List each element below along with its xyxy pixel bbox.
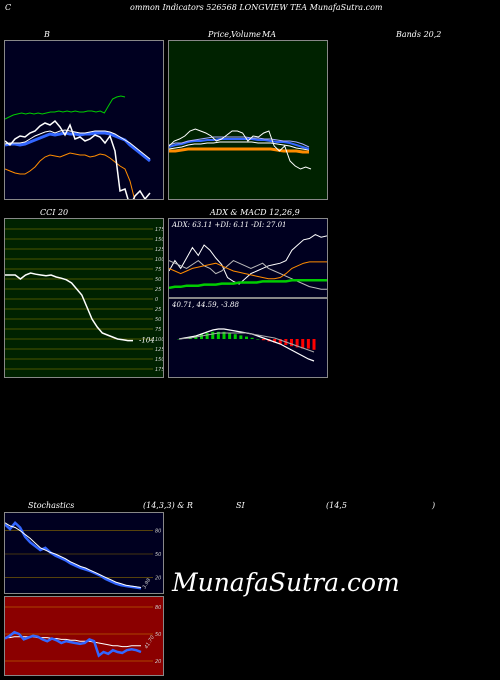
cci-line xyxy=(5,272,133,342)
stoch-k-line xyxy=(5,520,142,590)
macd-histogram-bar xyxy=(256,339,260,340)
label-cci: CCI 20 xyxy=(40,208,69,217)
macd-histogram-bar xyxy=(211,331,215,339)
bollinger-inner-band xyxy=(5,129,151,160)
cci-last-value: -104 xyxy=(139,337,155,345)
macd-histogram-bar xyxy=(250,337,254,339)
macd-histogram-bar xyxy=(245,336,248,339)
rsi-tick-label: 20 xyxy=(155,659,161,665)
macd-histogram-bar xyxy=(261,339,265,341)
macd-histogram-bar xyxy=(290,339,293,347)
rsi-tick-label: 50 xyxy=(155,632,161,638)
adx-smooth-line xyxy=(169,279,327,290)
bollinger-panel xyxy=(4,40,164,200)
label-si: SI xyxy=(236,501,245,510)
label-rsi-params: (14,5 xyxy=(326,501,347,510)
bollinger-svg xyxy=(5,95,151,199)
cci-tick-label: 150 xyxy=(155,357,164,363)
minus-di-line xyxy=(169,259,327,290)
label-volume: Volume xyxy=(231,30,261,39)
cci-tick-label: 25 xyxy=(155,307,161,313)
label-ma: MA xyxy=(262,30,276,39)
rsi-svg: 80 50 20 41.70 xyxy=(5,605,161,665)
stochastics-svg: 80 50 203.98 xyxy=(5,520,161,590)
cci-tick-label: 75 xyxy=(155,327,161,333)
bollinger-price xyxy=(5,119,151,199)
rsi-line xyxy=(5,630,142,658)
adx-panel: ADX: 63.11 +DI: 6.11 -DI: 27.01 xyxy=(168,218,328,298)
page-title: ommon Indicators 526568 LONGVIEW TEA Mun… xyxy=(130,3,383,12)
rsi-tick-label: 80 xyxy=(155,605,161,611)
rsi-panel: 80 50 20 41.70 xyxy=(4,596,164,676)
label-stoch-params: (14,3,3) & R xyxy=(143,501,193,510)
macd-histogram-bar xyxy=(205,333,209,339)
bollinger-lower-band xyxy=(5,152,136,199)
cci-tick-label: 75 xyxy=(155,267,161,273)
label-b: B xyxy=(44,30,50,39)
cci-panel: 175 150 125 100 75 50 25 0 25 50 75 100 125 150 175 -10… xyxy=(4,218,164,378)
stoch-d-line xyxy=(5,522,142,588)
stoch-tick-label: 20 xyxy=(155,575,161,581)
macd-histogram-bar xyxy=(216,331,220,339)
macd-histogram-bar xyxy=(306,339,310,349)
macd-histogram-bar xyxy=(233,334,237,339)
adx-line xyxy=(169,234,327,285)
macd-histogram-bar xyxy=(278,339,282,344)
macd-histogram-bar xyxy=(200,334,203,339)
label-bands: Bands 20,2 xyxy=(396,30,442,39)
cci-svg: 175 150 125 100 75 50 25 0 25 50 75 100 125 150 175 -10… xyxy=(5,227,164,373)
price-ma-panel xyxy=(168,40,328,200)
plus-di-line xyxy=(169,261,327,280)
cci-tick-label: 25 xyxy=(155,287,161,293)
macd-histogram-bar xyxy=(177,339,181,340)
macd-signal-line xyxy=(178,332,315,353)
stoch-last-value: 3.98 xyxy=(142,577,153,590)
ma-blue xyxy=(169,138,310,150)
macd-svg xyxy=(177,328,316,362)
header-c: C xyxy=(5,3,12,12)
macd-histogram-bar xyxy=(222,331,226,339)
rsi-last-value: 41.70 xyxy=(144,635,156,650)
cci-tick-label: 50 xyxy=(155,317,161,323)
price-ma-svg xyxy=(169,128,312,170)
macd-histogram-bar xyxy=(228,333,232,339)
macd-panel: 40.71, 44.59, -3.88 xyxy=(168,298,328,378)
macd-histogram-bar xyxy=(312,339,316,350)
label-stochastics: Stochastics xyxy=(28,501,75,510)
price-line xyxy=(169,128,312,170)
macd-readout: 40.71, 44.59, -3.88 xyxy=(172,301,239,309)
cci-tick-label: 175 xyxy=(155,227,164,233)
stochastics-panel: 80 50 20 3.98 xyxy=(4,512,164,594)
label-adx-macd: ADX & MACD 12,26,9 xyxy=(210,208,300,217)
cci-tick-label: 125 xyxy=(155,247,164,253)
ma-lightblue xyxy=(169,136,310,148)
ma-orange xyxy=(169,147,309,154)
macd-histogram-bar xyxy=(239,335,243,339)
cci-tick-label: 100 xyxy=(155,337,164,343)
ma-white-1 xyxy=(169,141,310,151)
macd-histogram-bar xyxy=(273,339,277,343)
bollinger-upper-band xyxy=(5,95,126,120)
cci-tick-label: 175 xyxy=(155,367,164,373)
cci-tick-label: 150 xyxy=(155,237,164,243)
stoch-tick-label: 80 xyxy=(155,529,161,535)
label-price: Price, xyxy=(208,30,232,39)
macd-histogram-bar xyxy=(301,339,305,349)
macd-histogram-bar xyxy=(295,339,299,348)
cci-tick-label: 125 xyxy=(155,347,164,353)
cci-tick-label: 100 xyxy=(155,257,164,263)
stoch-tick-label: 50 xyxy=(155,552,161,558)
watermark: MunafaSutra.com xyxy=(172,568,400,597)
label-paren: ) xyxy=(432,501,436,510)
cci-tick-label: 0 xyxy=(155,297,158,303)
adx-svg xyxy=(169,234,327,290)
adx-readout: ADX: 63.11 +DI: 6.11 -DI: 27.01 xyxy=(172,221,287,229)
cci-tick-label: 50 xyxy=(155,277,161,283)
